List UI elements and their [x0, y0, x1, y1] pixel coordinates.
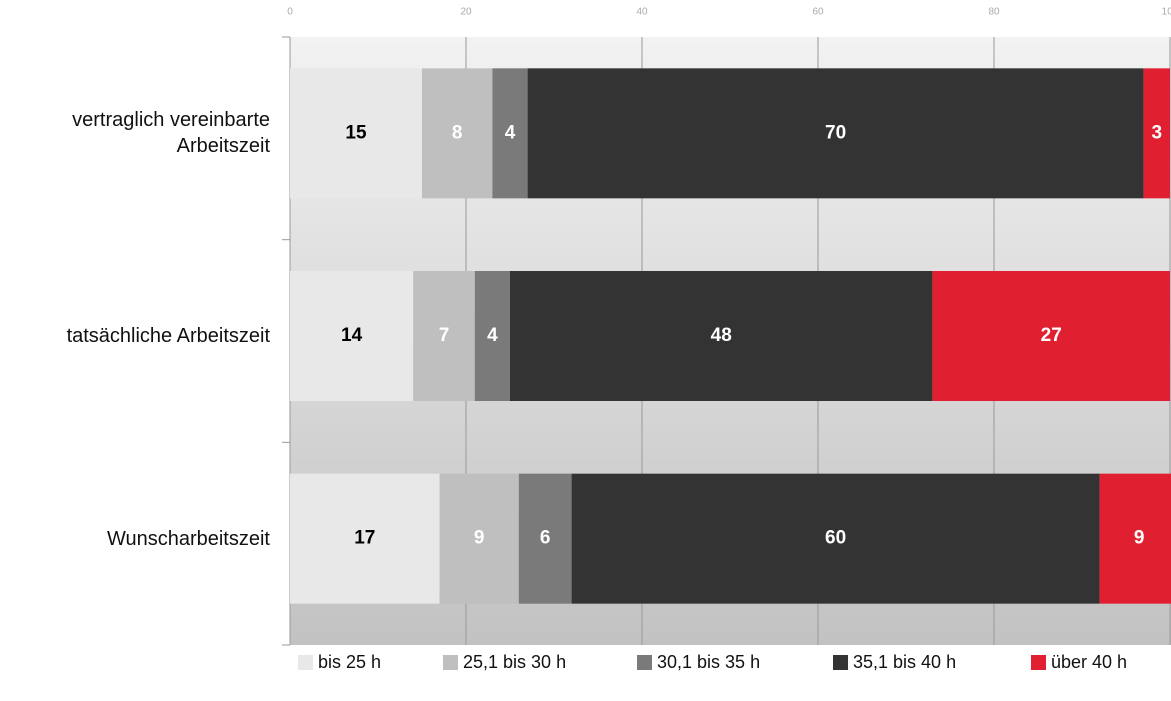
- legend-swatch: [298, 655, 313, 670]
- data-label: 9: [474, 528, 485, 549]
- data-label: 70: [825, 122, 846, 143]
- data-label: 3: [1152, 122, 1163, 143]
- legend-swatch: [833, 655, 848, 670]
- bar-segment: [492, 68, 528, 199]
- x-tick-label: 40: [636, 7, 648, 18]
- legend-label: bis 25 h: [318, 652, 381, 672]
- bar-segment: [1143, 68, 1170, 199]
- data-label: 17: [354, 528, 375, 549]
- x-tick-label: 100: [1162, 7, 1171, 18]
- legend-label: 35,1 bis 40 h: [853, 652, 956, 672]
- bar-segment: [290, 68, 422, 199]
- bar-segment: [422, 68, 493, 199]
- data-label: 4: [505, 122, 516, 143]
- data-label: 8: [452, 122, 463, 143]
- data-label: 6: [540, 528, 551, 549]
- legend-swatch: [637, 655, 652, 670]
- legend-label: 30,1 bis 35 h: [657, 652, 760, 672]
- x-tick-label: 80: [988, 7, 1000, 18]
- category-label: vertraglich vereinbarte Arbeitszeit: [72, 109, 270, 158]
- data-label: 15: [345, 122, 367, 143]
- bar-segment: [439, 473, 519, 604]
- data-label: 7: [439, 325, 450, 346]
- legend-label: 25,1 bis 30 h: [463, 652, 566, 672]
- bar-segment: [932, 271, 1170, 401]
- category-label: tatsächliche Arbeitszeit: [66, 325, 270, 347]
- data-label: 60: [825, 528, 846, 549]
- data-label: 27: [1041, 325, 1062, 346]
- bar-segment: [518, 473, 572, 604]
- bar-segment: [290, 271, 414, 401]
- data-label: 9: [1134, 528, 1145, 549]
- data-label: 4: [487, 325, 498, 346]
- x-tick-label: 20: [460, 7, 472, 18]
- bar-segment: [290, 473, 440, 604]
- bar-segment: [510, 271, 933, 401]
- x-tick-label: 0: [287, 7, 293, 18]
- bar-segment: [527, 68, 1144, 199]
- bar-segment: [571, 473, 1100, 604]
- x-tick-label: 60: [812, 7, 824, 18]
- legend-swatch: [443, 655, 458, 670]
- bar-segment: [474, 271, 510, 401]
- bar-segment: [1099, 473, 1171, 604]
- bar-segment: [413, 271, 475, 401]
- data-label: 48: [711, 325, 732, 346]
- legend-swatch: [1031, 655, 1046, 670]
- legend-label: über 40 h: [1051, 652, 1127, 672]
- category-label: Wunscharbeitszeit: [106, 527, 270, 550]
- data-label: 14: [341, 325, 363, 346]
